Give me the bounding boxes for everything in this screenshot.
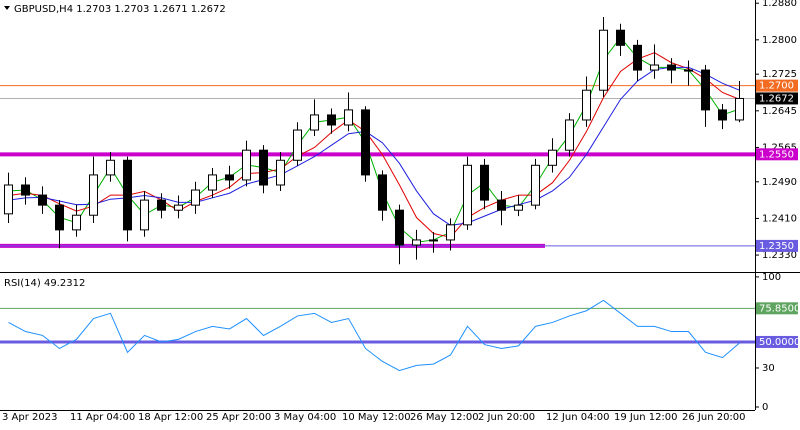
y-tick-label: 0 (762, 402, 768, 413)
candle-body (4, 184, 13, 215)
candle-body (259, 149, 268, 186)
y-tick-label: 1.2490 (762, 177, 797, 188)
candle-body (633, 44, 642, 71)
current-price-label: 1.2672 (759, 93, 794, 104)
x-tick-label: 3 Apr 2023 (2, 412, 57, 423)
symbol-menu-arrow[interactable] (4, 6, 10, 10)
rsi-line (8, 299, 740, 372)
candle-body (412, 239, 421, 246)
y-tick-label: 1.2645 (762, 106, 797, 117)
candle-body (616, 29, 625, 46)
candle-body (174, 204, 183, 211)
y-tick-label: 1.2410 (762, 213, 797, 224)
candle-body (582, 89, 591, 121)
candle-body (565, 119, 574, 151)
candle-body (21, 184, 30, 196)
candle-body (667, 64, 676, 71)
candle-body (208, 174, 217, 191)
y-tick-label: 1.2880 (762, 0, 797, 9)
rsi-title: RSI(14) 49.2312 (4, 278, 85, 289)
candle-body (89, 174, 98, 216)
level-label: 1.2550 (759, 149, 794, 160)
candle-body (361, 109, 370, 176)
chart-title: GBPUSD,H4 1.2703 1.2703 1.2671 1.2672 (14, 4, 226, 15)
level-label: 1.2350 (759, 241, 794, 252)
y-tick-label: 100 (762, 272, 781, 283)
x-tick-label: 26 May 12:00 (410, 412, 479, 423)
candle-body (650, 64, 659, 71)
candle-body (463, 164, 472, 226)
x-tick-label: 18 Apr 12:00 (138, 412, 203, 423)
candle-body (72, 214, 81, 231)
level-label-box (756, 302, 798, 315)
candle-body (157, 199, 166, 211)
y-tick-label: 1.2330 (762, 250, 797, 261)
candle-body (55, 204, 64, 231)
candle-body (225, 174, 234, 181)
candle-body (480, 164, 489, 201)
candle-body (599, 29, 608, 91)
candle-body (327, 114, 336, 126)
candle-body (531, 164, 540, 206)
candle-body (718, 109, 727, 121)
level-label: 75.8500 (759, 303, 800, 314)
candle-body (140, 199, 149, 231)
candle-body (701, 69, 710, 111)
x-tick-label: 26 Jun 20:00 (682, 412, 746, 423)
level-label: 50.0000 (759, 337, 800, 348)
candle-body (242, 149, 251, 181)
level-label-box (756, 148, 798, 161)
candle-body (446, 224, 455, 241)
current-price-box (756, 92, 798, 105)
candle-body (497, 199, 506, 211)
candle-body (38, 194, 47, 206)
candle-body (276, 159, 285, 186)
candle-body (548, 149, 557, 166)
x-tick-label: 10 May 12:00 (342, 412, 411, 423)
candle-body (344, 109, 353, 126)
y-tick-label: 1.2800 (762, 35, 797, 46)
candle-body (378, 174, 387, 211)
y-tick-label: 1.2725 (762, 69, 797, 80)
candle-body (293, 129, 302, 161)
candle-body (514, 204, 523, 211)
x-tick-label: 12 Jun 04:00 (546, 412, 610, 423)
level-label-box (756, 335, 798, 348)
candle-body (106, 159, 115, 176)
y-tick-label: 1.2565 (762, 142, 797, 153)
candle-body (123, 159, 132, 231)
level-label-box (756, 79, 798, 92)
x-tick-label: 3 May 04:00 (274, 412, 336, 423)
x-tick-label: 11 Apr 04:00 (70, 412, 135, 423)
level-label-box (756, 239, 798, 252)
candle-body (429, 239, 438, 242)
candle-body (735, 97, 744, 121)
candle-body (310, 114, 319, 131)
candle-body (191, 189, 200, 206)
y-tick-label: 30 (762, 363, 775, 374)
x-tick-label: 19 Jun 12:00 (614, 412, 678, 423)
x-tick-label: 2 Jun 20:00 (478, 412, 535, 423)
candle-body (395, 209, 404, 246)
candle-body (684, 69, 693, 72)
x-tick-label: 25 Apr 20:00 (206, 412, 271, 423)
level-label: 1.2700 (759, 81, 794, 92)
